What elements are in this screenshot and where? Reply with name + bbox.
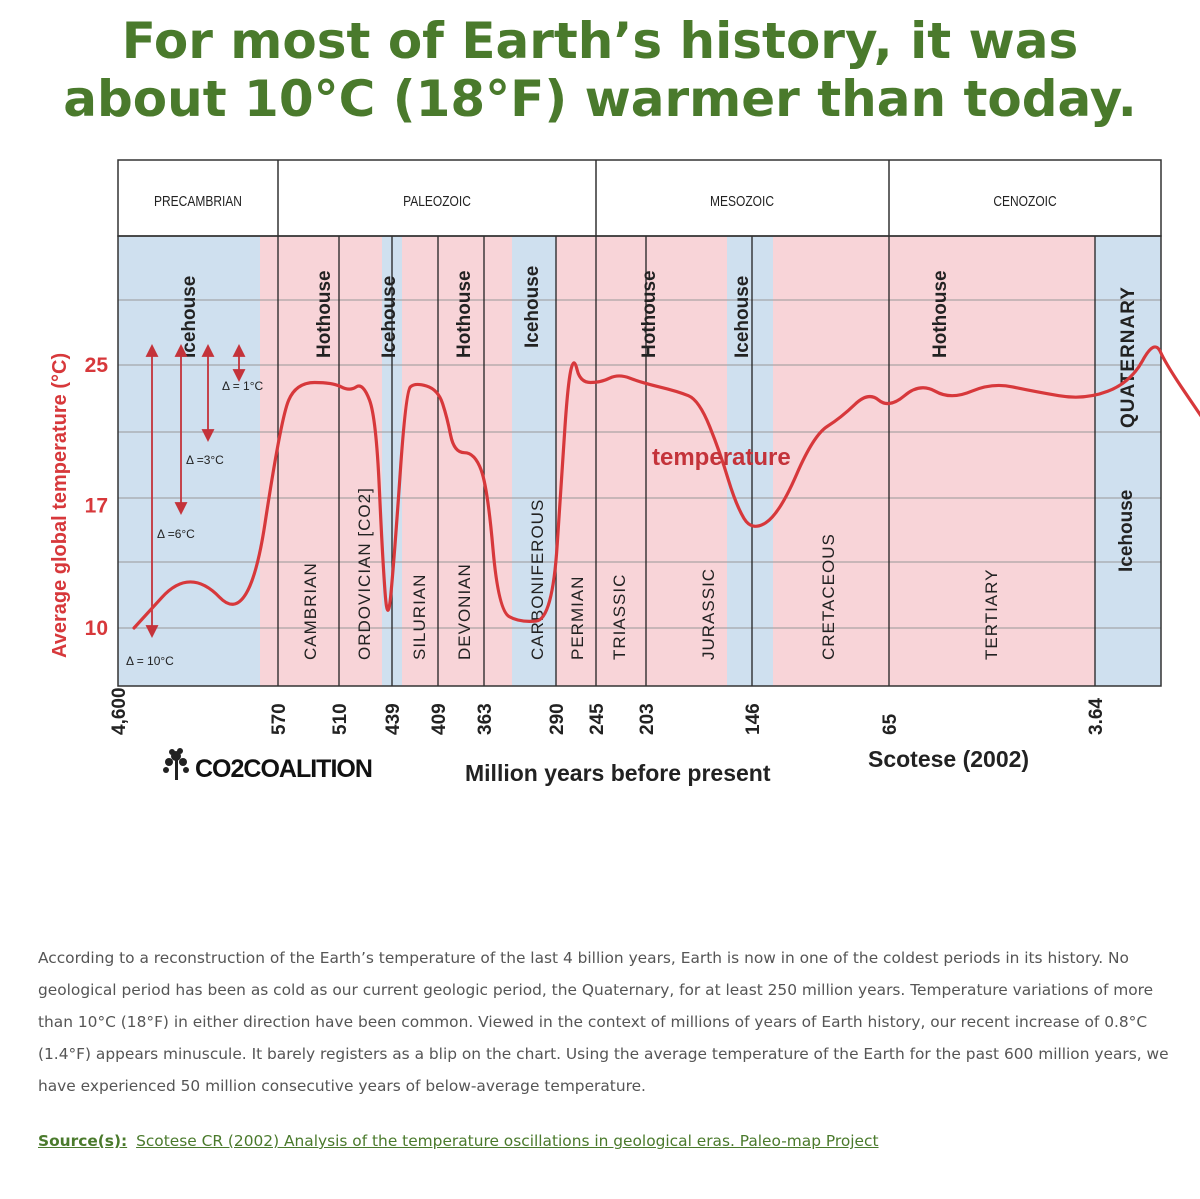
band-icehouse-carboniferous <box>512 236 556 686</box>
period-label-cambrian: CAMBRIAN <box>301 562 320 660</box>
climate-label: Icehouse <box>179 276 200 358</box>
citation: Scotese (2002) <box>868 746 1029 772</box>
x-tick-label: 570 <box>269 703 290 735</box>
band-hothouse-silurian <box>402 236 512 686</box>
period-label-ordovician: ORDOVICIAN [CO2] <box>355 487 374 660</box>
period-label-cretaceous: CRETACEOUS <box>819 533 838 660</box>
period-labels: CAMBRIAN ORDOVICIAN [CO2] SILURIAN DEVON… <box>301 286 1139 660</box>
period-dividers <box>277 236 1096 686</box>
arrow-head <box>174 502 188 516</box>
arrow-head <box>232 369 246 383</box>
temperature-series-line <box>132 345 1200 630</box>
climate-label: Hothouse <box>454 270 475 358</box>
band-icehouse-jurassic <box>727 236 773 686</box>
x-tick-label: 4,600 <box>109 687 130 735</box>
arrow-head <box>201 429 215 443</box>
climate-bands <box>118 236 1161 686</box>
band-icehouse-precambrian <box>118 236 260 686</box>
arrow-head <box>201 343 215 357</box>
period-label-permian: PERMIAN <box>568 576 587 660</box>
x-tick-label: 146 <box>743 703 764 735</box>
headline: For most of Earth’s history, it was abou… <box>0 12 1200 128</box>
climate-label: Icehouse <box>522 266 543 348</box>
climate-label: Hothouse <box>930 270 951 358</box>
era-label-paleozoic: PALEOZOIC <box>403 193 471 210</box>
era-header-box <box>117 159 1162 237</box>
band-icehouse-quaternary <box>1095 236 1161 686</box>
x-tick-label: 409 <box>429 703 450 735</box>
x-tick-label: 203 <box>637 703 658 735</box>
era-label-precambrian: PRECAMBRIAN <box>154 193 242 210</box>
climate-label: Icehouse <box>1116 490 1137 572</box>
delta-label-10: Δ = 10°C <box>126 654 174 668</box>
delta-label-1: Δ = 1°C <box>222 379 264 393</box>
x-tick-label: 65 <box>880 713 901 735</box>
era-label-mesozoic: MESOZOIC <box>710 193 774 210</box>
climate-state-labels: Icehouse Hothouse Icehouse Hothouse Iceh… <box>179 266 1137 572</box>
source-line: Source(s): Scotese CR (2002) Analysis of… <box>38 1132 1178 1150</box>
source-link[interactable]: Scotese CR (2002) Analysis of the temper… <box>136 1132 879 1150</box>
y-tick-label: 10 <box>85 617 108 640</box>
temperature-series-label: temperature <box>652 444 791 471</box>
period-label-tertiary: TERTIARY <box>982 569 1001 660</box>
headline-line-1: For most of Earth’s history, it was <box>121 12 1079 70</box>
arrow-head <box>232 343 246 357</box>
x-tick-label: 439 <box>383 703 404 735</box>
period-label-devonian: DEVONIAN <box>455 563 474 660</box>
y-tick-label: 25 <box>85 354 109 377</box>
plot-frame <box>117 235 1162 687</box>
x-tick-label: 510 <box>330 703 351 735</box>
delta-labels: Δ = 1°C Δ =3°C Δ =6°C Δ = 10°C <box>126 379 264 668</box>
period-label-silurian: SILURIAN <box>410 574 429 660</box>
climate-label: Icehouse <box>732 276 753 358</box>
period-label-jurassic: JURASSIC <box>699 568 718 660</box>
x-tick-label: 290 <box>547 703 568 735</box>
period-label-triassic: TRIASSIC <box>610 574 629 660</box>
grid-lines <box>118 299 1161 629</box>
delta-arrows <box>145 343 246 639</box>
climate-label: Icehouse <box>379 276 400 358</box>
x-tick-label: 363 <box>475 703 496 735</box>
period-label-carboniferous: CARBONIFEROUS <box>528 499 547 660</box>
climate-label: Hothouse <box>314 270 335 358</box>
arrow-head <box>174 343 188 357</box>
x-axis-ticks: 4,600 570 510 439 409 363 290 245 203 146 65 3.64 <box>109 687 1107 735</box>
band-hothouse-permian <box>556 236 727 686</box>
body-paragraph: According to a reconstruction of the Ear… <box>38 949 1169 1095</box>
headline-line-2: about 10°C (18°F) warmer than today. <box>63 70 1137 128</box>
arrow-head <box>145 625 159 639</box>
band-hothouse-cretaceous <box>773 236 1095 686</box>
climate-label: Hothouse <box>639 270 660 358</box>
delta-label-3: Δ =3°C <box>186 453 224 467</box>
temperature-chart: PRECAMBRIAN PALEOZOIC MESOZOIC CENOZOIC … <box>49 159 1200 786</box>
y-tick-label: 17 <box>85 494 108 517</box>
logo-text: CO2COALITION <box>195 755 372 783</box>
delta-label-6: Δ =6°C <box>157 527 195 541</box>
tree-icon <box>163 748 189 780</box>
x-axis-label: Million years before present <box>465 760 771 786</box>
y-axis-label: Average global temperature (°C) <box>49 353 71 658</box>
arrow-head <box>145 343 159 357</box>
band-hothouse-cambrian <box>260 236 382 686</box>
era-label-cenozoic: CENOZOIC <box>993 193 1056 210</box>
period-label-quaternary: QUATERNARY <box>1118 286 1139 428</box>
co2-coalition-logo: CO2COALITION <box>163 748 373 783</box>
x-tick-label: 3.64 <box>1086 698 1107 735</box>
x-tick-label: 245 <box>587 703 608 735</box>
y-axis-ticks: 25 17 10 <box>85 354 109 640</box>
source-label: Source(s): <box>38 1132 128 1150</box>
